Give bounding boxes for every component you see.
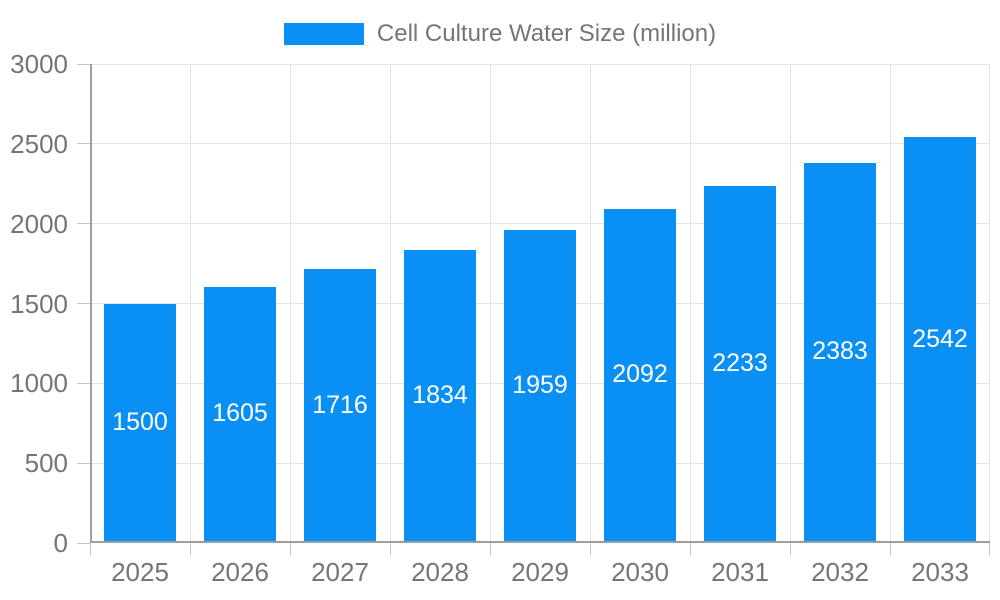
v-gridline [290,64,291,543]
v-gridline [590,64,591,543]
bar-value-label: 1834 [412,381,468,410]
y-tick [77,223,90,225]
legend-swatch-icon [283,23,364,45]
y-tick [77,462,90,464]
x-tick-label: 2025 [111,557,169,587]
x-tick [490,543,491,555]
y-tick [77,143,90,145]
bar-value-label: 1959 [512,371,568,400]
bar[interactable]: 1716 [304,269,376,541]
bar[interactable]: 1959 [504,230,576,541]
x-tick [790,543,791,555]
v-gridline [989,64,990,543]
h-gridline [90,223,990,225]
x-tick-label: 2029 [511,557,569,587]
x-tick [90,543,91,555]
bar[interactable]: 2233 [704,186,776,541]
bar-value-label: 2542 [912,324,968,353]
v-gridline [390,64,391,543]
x-tick [690,543,691,555]
y-tick-label: 2500 [10,128,68,159]
x-tick-label: 2032 [811,557,869,587]
v-gridline [190,64,191,543]
y-tick [77,303,90,304]
x-tick-label: 2033 [911,557,969,587]
y-tick-label: 1000 [10,368,68,399]
x-tick-label: 2030 [611,557,669,587]
bar-value-label: 2233 [712,349,768,378]
bar-value-label: 2383 [812,337,868,366]
bar[interactable]: 2383 [804,162,876,541]
y-tick [77,382,90,384]
x-tick [590,543,591,555]
bar-value-label: 2092 [612,360,668,389]
y-tick-label: 1500 [10,288,68,319]
h-gridline [90,143,990,145]
v-gridline [790,64,791,543]
bar[interactable]: 2092 [604,208,676,541]
y-axis-line [90,64,92,543]
v-gridline [890,64,891,543]
legend-label: Cell Culture Water Size (million) [376,20,717,47]
bar-value-label: 1716 [312,390,368,419]
bar[interactable]: 2542 [904,137,976,541]
x-tick-label: 2026 [211,557,269,587]
h-gridline [90,63,990,65]
x-tick-label: 2031 [711,557,769,587]
y-tick-label: 3000 [10,49,68,79]
y-tick [77,63,90,65]
x-tick [390,543,391,555]
legend[interactable]: Cell Culture Water Size (million) [0,19,1000,49]
bar[interactable]: 1500 [104,303,176,541]
x-tick [890,543,891,555]
bar[interactable]: 1834 [404,250,476,541]
plot-area: 1500 1605 1716 1834 1959 2092 2233 2383 2542 [77,63,990,555]
y-tick [77,542,90,544]
x-tick [290,543,291,555]
y-tick-label: 0 [53,528,68,558]
x-tick [190,543,191,555]
y-axis-labels: 0 500 1000 1500 2000 2500 3000 [0,49,68,558]
bar[interactable]: 1605 [204,286,276,541]
x-axis-line [90,541,990,543]
bar-value-label: 1500 [112,407,168,436]
y-tick-label: 2000 [10,208,68,239]
v-gridline [490,64,491,543]
v-gridline [690,64,691,543]
y-tick-label: 500 [24,448,68,479]
x-tick [989,543,990,555]
x-tick-label: 2027 [311,557,369,587]
x-tick-label: 2028 [411,557,469,587]
bar-value-label: 1605 [212,399,268,428]
x-axis-labels: 2025 2026 2027 2028 2029 2030 2031 2032 2033 [90,557,990,591]
